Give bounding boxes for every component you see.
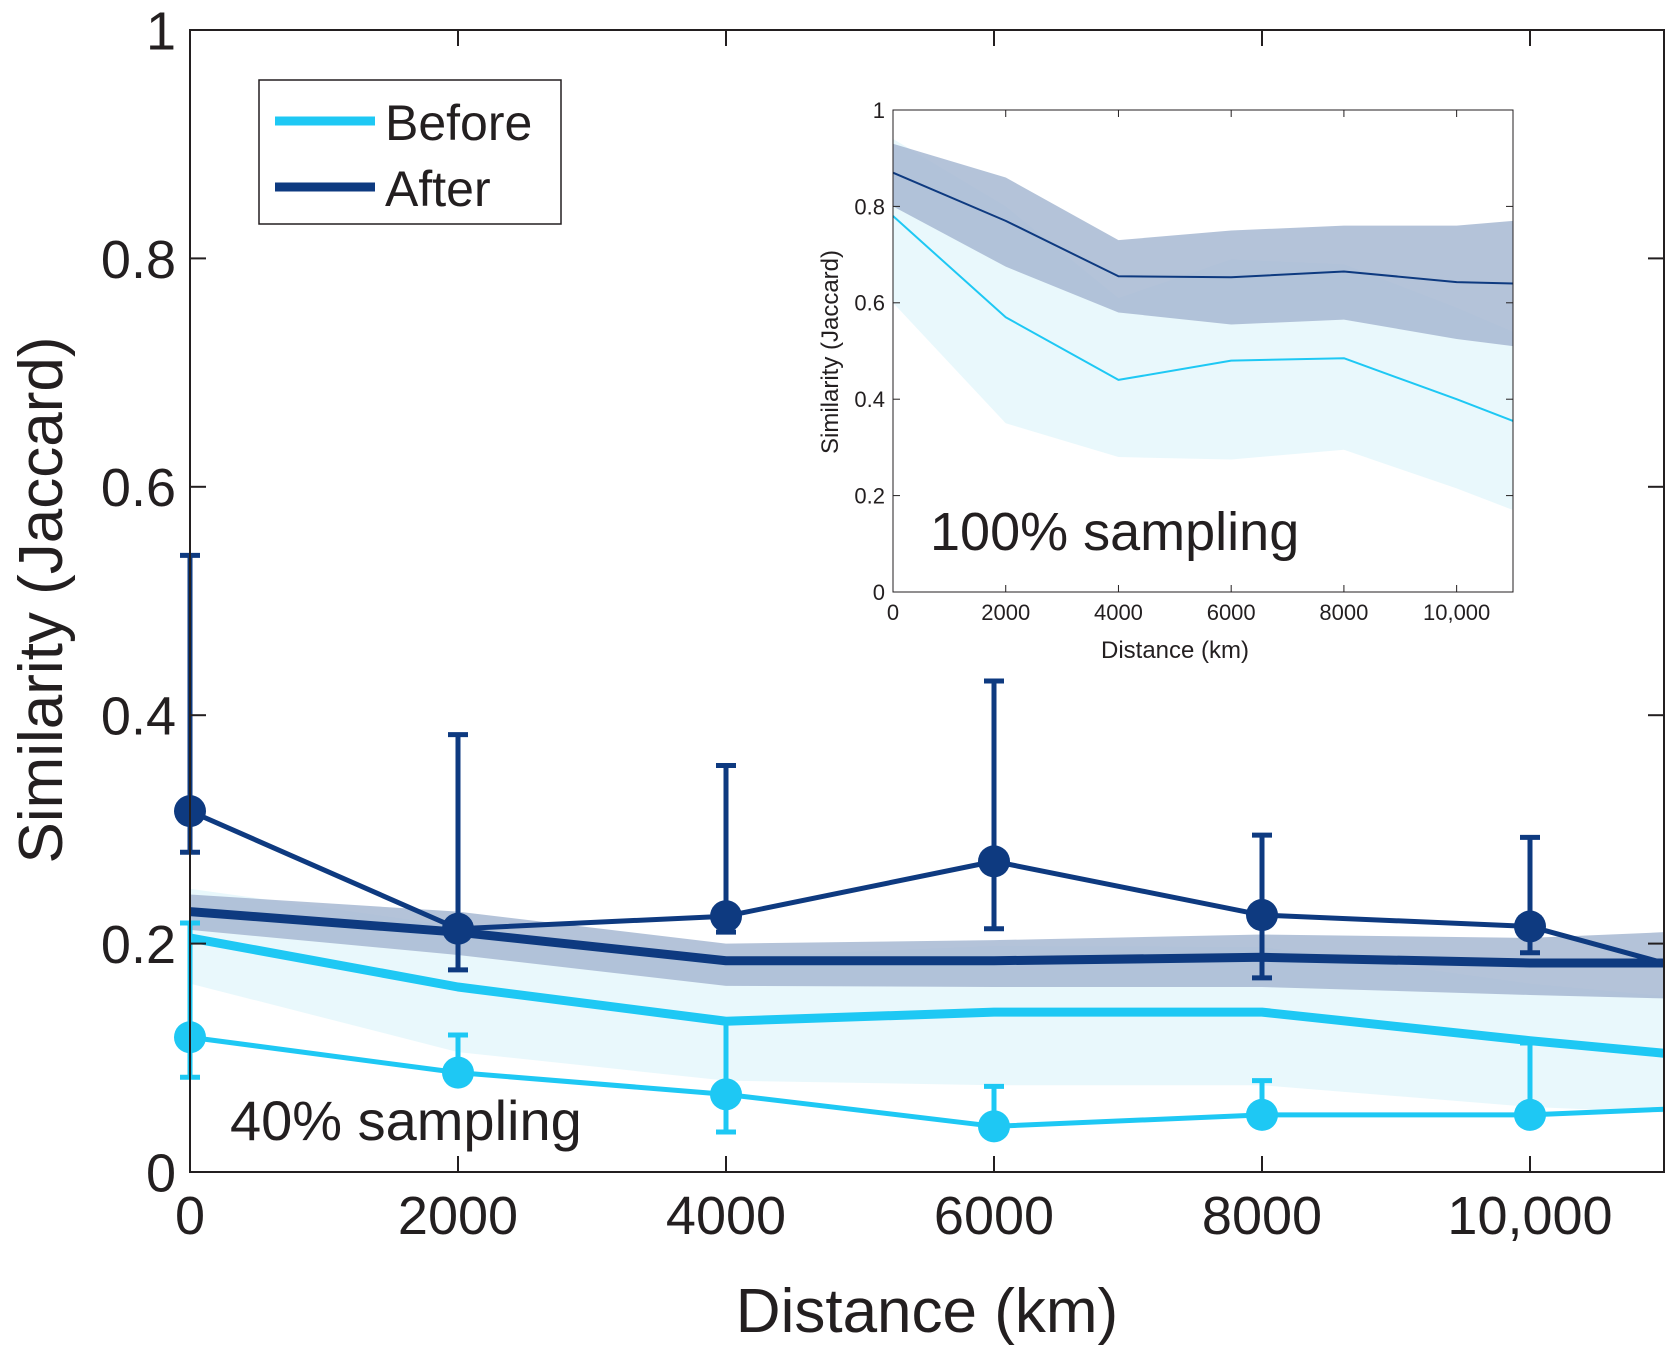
main-x-tick-label: 4000 (666, 1186, 786, 1246)
inset-ticks (892, 109, 1513, 593)
main-marker-after (1514, 910, 1546, 943)
inset-confidence-bands (893, 138, 1513, 511)
inset-x-axis-title: Distance (km) (1101, 637, 1249, 664)
main-marker-after (442, 912, 474, 945)
inset-mean-line-after (892, 171, 1514, 285)
inset-x-tick-label: 0 (887, 600, 899, 625)
main-x-axis-title: Distance (km) (736, 1277, 1118, 1346)
inset-y-tick-labels: 0 0.2 0.4 0.6 0.8 1 (854, 98, 885, 605)
inset-x-tick-label: 2000 (981, 600, 1030, 625)
inset-y-tick-label: 0.6 (854, 291, 885, 316)
inset-x-tick-label: 6000 (1207, 600, 1256, 625)
inset-mean-line-before (892, 215, 1514, 422)
main-y-axis-title: Similarity (Jaccard) (7, 336, 76, 863)
main-marker-after (1246, 899, 1278, 932)
main-band-after (190, 894, 1664, 999)
main-x-tick-label: 8000 (1202, 1186, 1322, 1246)
inset-band-before (893, 138, 1513, 511)
main-x-tick-labels: 0 2000 4000 6000 8000 10,000 (175, 1186, 1613, 1246)
main-y-tick-labels: 0 0.2 0.4 0.6 0.8 1 (101, 1, 176, 1203)
main-marker-after (978, 845, 1010, 878)
main-x-tick-label: 2000 (398, 1186, 518, 1246)
main-y-tick-label: 0.6 (101, 458, 176, 518)
legend-before-label: Before (385, 95, 532, 151)
inset-plot: 0 2000 4000 6000 8000 10,000 0 0.2 0.4 0.6 0.8 1 D… (817, 98, 1514, 664)
inset-y-tick-label: 1 (873, 98, 885, 123)
main-sampling-annotation: 40% sampling (230, 1089, 582, 1152)
inset-y-tick-label: 0 (873, 580, 885, 605)
inset-y-tick-label: 0.4 (854, 387, 885, 412)
main-marker-after (710, 900, 742, 933)
legend: Before After (258, 79, 562, 225)
main-plot: 0 2000 4000 6000 8000 10,000 0 0.2 0.4 0.6 0.8 1 D… (7, 1, 1665, 1346)
inset-x-tick-label: 4000 (1094, 600, 1143, 625)
main-marker-before (442, 1056, 474, 1089)
inset-x-tick-label: 8000 (1319, 600, 1368, 625)
inset-y-tick-label: 0.2 (854, 484, 885, 509)
main-axes-box (189, 29, 1665, 1173)
legend-after-label: After (385, 161, 491, 217)
legend-box (258, 79, 562, 225)
inset-mean-lines (892, 171, 1514, 422)
main-marker-before (1514, 1098, 1546, 1131)
inset-band-after (893, 143, 1513, 347)
main-x-tick-label: 10,000 (1447, 1186, 1612, 1246)
main-x-tick-label: 0 (175, 1186, 205, 1246)
main-y-tick-label: 0.2 (101, 915, 176, 975)
main-y-tick-label: 0 (146, 1143, 176, 1203)
main-y-tick-label: 1 (146, 1, 176, 61)
main-x-tick-label: 6000 (934, 1186, 1054, 1246)
inset-x-tick-label: 10,000 (1423, 600, 1490, 625)
inset-axes-box (892, 109, 1514, 593)
inset-sampling-annotation: 100% sampling (930, 502, 1299, 562)
main-y-tick-label: 0.4 (101, 687, 176, 747)
inset-x-tick-labels: 0 2000 4000 6000 8000 10,000 (887, 600, 1490, 625)
main-marker-before (710, 1078, 742, 1111)
inset-y-axis-title: Similarity (Jaccard) (817, 250, 844, 454)
inset-y-tick-label: 0.8 (854, 194, 885, 219)
main-marker-before (1246, 1098, 1278, 1131)
main-marker-before (978, 1110, 1010, 1143)
main-ticks (189, 29, 1664, 1173)
main-y-tick-label: 0.8 (101, 230, 176, 290)
